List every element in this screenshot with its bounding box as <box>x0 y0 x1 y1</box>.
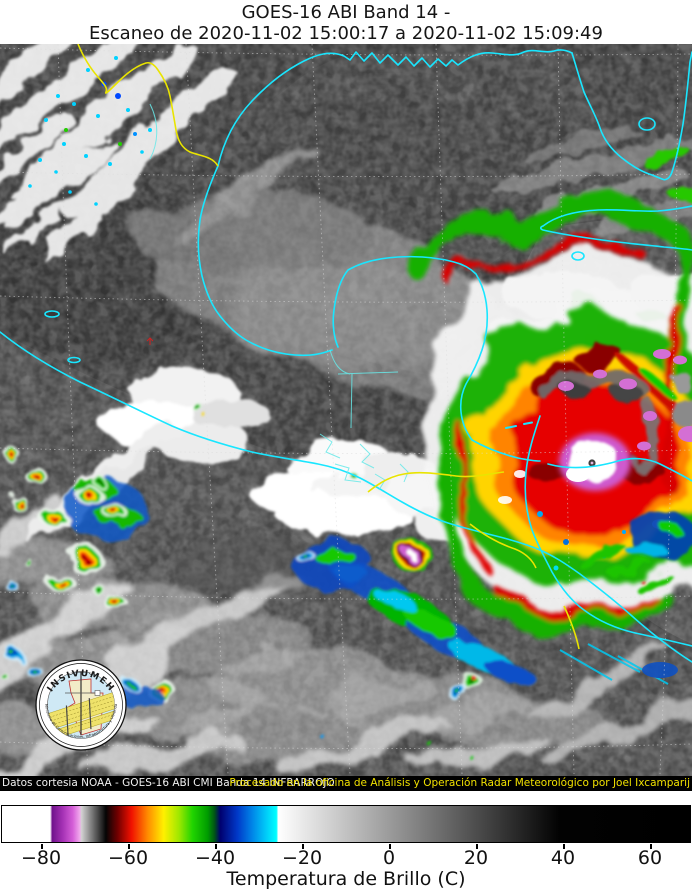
colorbar-tick-label: −80 <box>20 847 62 869</box>
colorbar-tick-label: 60 <box>637 847 663 869</box>
credit-bar: Datos cortesia NOAA - GOES-16 ABI CMI Ba… <box>0 776 692 791</box>
colorbar-tick <box>41 844 43 849</box>
page-title-line1: GOES-16 ABI Band 14 - <box>241 2 451 23</box>
convection-cells <box>3 401 692 758</box>
colorbar-tick <box>389 844 391 849</box>
colorbar-tick-label: 40 <box>550 847 576 869</box>
overshoot-tops-magenta <box>558 349 692 451</box>
colorbar-tick-label: −60 <box>107 847 149 869</box>
cloud-streaks-top-left <box>0 21 236 258</box>
colorbar-tick <box>215 844 217 849</box>
satellite-svg: INSIVUMEH Ministerio de Comunicaciones, … <box>0 21 692 778</box>
insivumeh-logo: INSIVUMEH Ministerio de Comunicaciones, … <box>35 659 127 751</box>
intense-cell-pacific <box>391 540 433 570</box>
credit-processing: Procesado en la oficina de Análisis y Op… <box>229 777 690 789</box>
colorbar-tick <box>128 844 130 849</box>
colorbar-tick <box>563 844 565 849</box>
colorbar-tick-label: −20 <box>281 847 323 869</box>
colorbar-tick <box>476 844 478 849</box>
colorbar-tick-label: 0 <box>382 847 396 869</box>
satellite-image: INSIVUMEH Ministerio de Comunicaciones, … <box>0 21 692 778</box>
colorbar-tick <box>302 844 304 849</box>
hurricane <box>405 202 692 634</box>
coastlines <box>0 49 692 663</box>
country-borders <box>77 43 580 650</box>
colorbar-tick-label: 20 <box>463 847 489 869</box>
station-marker <box>146 337 154 345</box>
colorbar-tick-label: −40 <box>194 847 236 869</box>
page-title-line2: Escaneo de 2020-11-02 15:00:17 a 2020-11… <box>89 23 603 44</box>
colorbar-tick <box>650 844 652 849</box>
cloud-specks-top-left <box>28 56 152 206</box>
colorbar-gradient <box>1 805 691 843</box>
credit-noaa: Datos cortesia NOAA - GOES-16 ABI CMI Ba… <box>2 777 335 789</box>
colorbar-axis-label: Temperatura de Brillo (C) <box>226 868 466 890</box>
cyan-streaks-southeast <box>559 643 678 685</box>
